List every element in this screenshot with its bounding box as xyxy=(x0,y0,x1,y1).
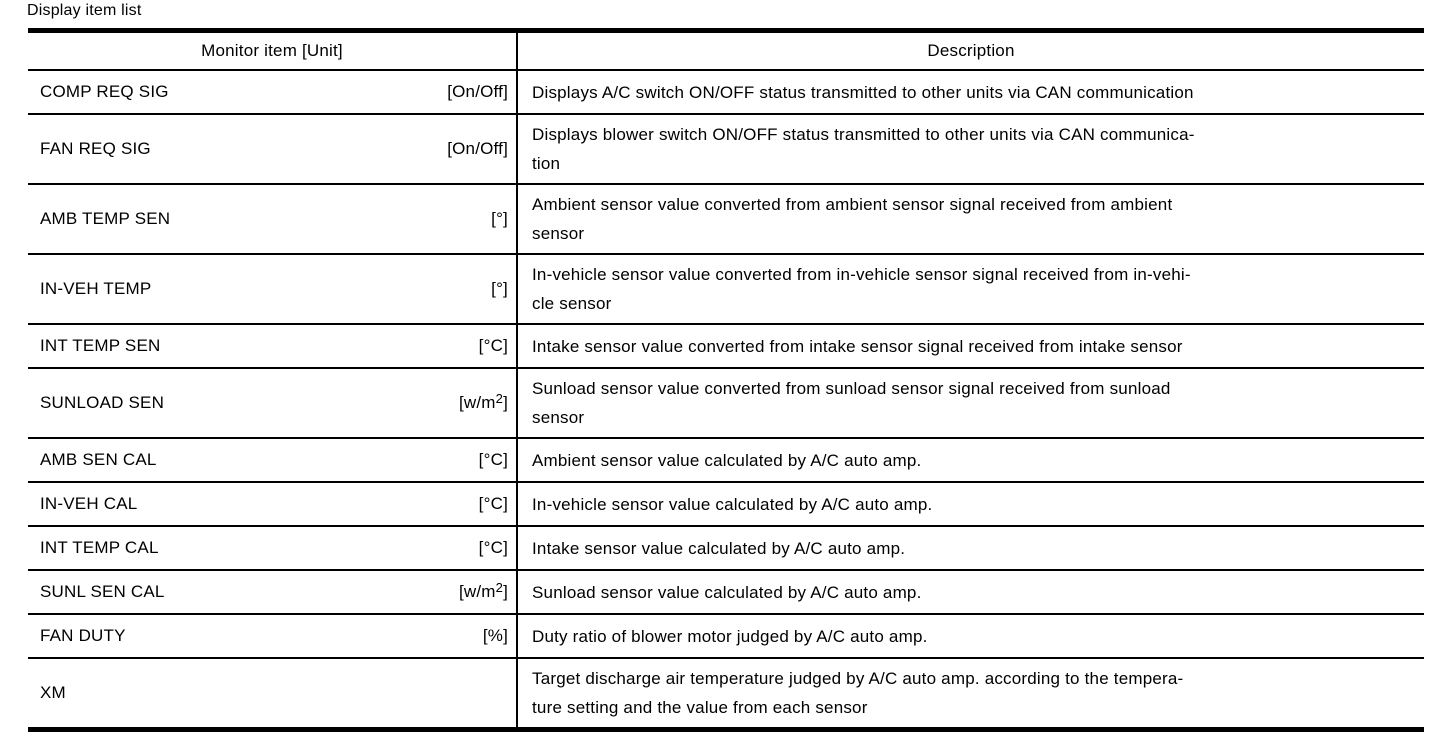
description-text: Duty ratio of blower motor judged by A/C… xyxy=(532,626,928,646)
unit-label: [%] xyxy=(482,626,508,645)
table-row: SUNLOAD SEN [w/m2] Sunload sensor value … xyxy=(28,367,1424,437)
unit-label: [On/Off] xyxy=(447,82,508,101)
monitor-item-label: SUNLOAD SEN xyxy=(40,393,165,412)
monitor-item-cell: AMB TEMP SEN [°] xyxy=(28,185,516,253)
description-cell: Displays A/C switch ON/OFF status transm… xyxy=(516,71,1424,113)
table-row: COMP REQ SIG [On/Off] Displays A/C switc… xyxy=(28,69,1424,113)
monitor-item-label: SUNL SEN CAL xyxy=(40,582,165,601)
monitor-item-label: IN-VEH CAL xyxy=(40,494,138,513)
monitor-item-cell: SUNL SEN CAL [w/m2] xyxy=(28,571,516,613)
monitor-item-cell: INT TEMP CAL [°C] xyxy=(28,527,516,569)
table-row: XM Target discharge air temperature judg… xyxy=(28,657,1424,727)
unit-label: [°] xyxy=(491,279,508,298)
table-header-row: Monitor item [Unit] Description xyxy=(28,33,1424,69)
description-text: Target discharge air temperature judged … xyxy=(532,669,1184,717)
description-cell: Intake sensor value calculated by A/C au… xyxy=(516,527,1424,569)
table-row: FAN REQ SIG [On/Off] Displays blower swi… xyxy=(28,113,1424,183)
monitor-item-cell: FAN REQ SIG [On/Off] xyxy=(28,115,516,183)
description-text: Intake sensor value converted from intak… xyxy=(532,336,1183,356)
description-cell: Sunload sensor value converted from sunl… xyxy=(516,369,1424,437)
monitor-item-label: AMB TEMP SEN xyxy=(40,209,171,228)
table-row: SUNL SEN CAL [w/m2] Sunload sensor value… xyxy=(28,569,1424,613)
column-header-description: Description xyxy=(516,33,1424,69)
description-text: In-vehicle sensor value calculated by A/… xyxy=(532,494,933,514)
description-text: Sunload sensor value converted from sunl… xyxy=(532,379,1171,427)
monitor-item-label: COMP REQ SIG xyxy=(40,82,169,101)
monitor-item-label: FAN REQ SIG xyxy=(40,139,151,158)
monitor-item-cell: IN-VEH TEMP [°] xyxy=(28,255,516,323)
table-row: INT TEMP CAL [°C] Intake sensor value ca… xyxy=(28,525,1424,569)
unit-label: [°C] xyxy=(478,538,508,557)
monitor-item-cell: AMB SEN CAL [°C] xyxy=(28,439,516,481)
description-cell: In-vehicle sensor value calculated by A/… xyxy=(516,483,1424,525)
description-cell: Ambient sensor value calculated by A/C a… xyxy=(516,439,1424,481)
description-cell: Intake sensor value converted from intak… xyxy=(516,325,1424,367)
monitor-item-label: INT TEMP SEN xyxy=(40,336,161,355)
table-row: AMB TEMP SEN [°] Ambient sensor value co… xyxy=(28,183,1424,253)
monitor-item-label: FAN DUTY xyxy=(40,626,126,645)
table-row: IN-VEH TEMP [°] In-vehicle sensor value … xyxy=(28,253,1424,323)
unit-label: [°C] xyxy=(478,494,508,513)
display-item-table: Monitor item [Unit] Description COMP REQ… xyxy=(28,28,1424,732)
unit-label: [°C] xyxy=(478,450,508,469)
monitor-item-cell: COMP REQ SIG [On/Off] xyxy=(28,71,516,113)
description-cell: Target discharge air temperature judged … xyxy=(516,659,1424,727)
monitor-item-cell: FAN DUTY [%] xyxy=(28,615,516,657)
description-text: In-vehicle sensor value converted from i… xyxy=(532,265,1191,313)
description-cell: Duty ratio of blower motor judged by A/C… xyxy=(516,615,1424,657)
unit-label: [On/Off] xyxy=(447,139,508,158)
description-cell: Ambient sensor value converted from ambi… xyxy=(516,185,1424,253)
unit-label: [w/m2] xyxy=(458,580,508,601)
description-text: Ambient sensor value calculated by A/C a… xyxy=(532,450,922,470)
table-row: AMB SEN CAL [°C] Ambient sensor value ca… xyxy=(28,437,1424,481)
table-body: COMP REQ SIG [On/Off] Displays A/C switc… xyxy=(28,69,1424,727)
description-cell: In-vehicle sensor value converted from i… xyxy=(516,255,1424,323)
table-row: FAN DUTY [%] Duty ratio of blower motor … xyxy=(28,613,1424,657)
column-header-monitor-item: Monitor item [Unit] xyxy=(201,41,343,60)
description-cell: Displays blower switch ON/OFF status tra… xyxy=(516,115,1424,183)
monitor-item-cell: XM xyxy=(28,659,516,727)
description-cell: Sunload sensor value calculated by A/C a… xyxy=(516,571,1424,613)
description-text: Ambient sensor value converted from ambi… xyxy=(532,195,1173,243)
description-text: Intake sensor value calculated by A/C au… xyxy=(532,538,906,558)
monitor-item-label: AMB SEN CAL xyxy=(40,450,157,469)
description-text: Sunload sensor value calculated by A/C a… xyxy=(532,582,922,602)
description-text: Displays blower switch ON/OFF status tra… xyxy=(532,125,1195,173)
unit-label: [°] xyxy=(491,209,508,228)
unit-label: [°C] xyxy=(478,336,508,355)
monitor-item-label: IN-VEH TEMP xyxy=(40,279,152,298)
page-title: Display item list xyxy=(27,2,142,19)
monitor-item-label: INT TEMP CAL xyxy=(40,538,159,557)
unit-label: [w/m2] xyxy=(458,391,508,412)
monitor-item-cell: INT TEMP SEN [°C] xyxy=(28,325,516,367)
monitor-item-cell: IN-VEH CAL [°C] xyxy=(28,483,516,525)
table-row: INT TEMP SEN [°C] Intake sensor value co… xyxy=(28,323,1424,367)
monitor-item-label: XM xyxy=(40,683,66,702)
description-text: Displays A/C switch ON/OFF status transm… xyxy=(532,82,1194,102)
monitor-item-cell: SUNLOAD SEN [w/m2] xyxy=(28,369,516,437)
table-row: IN-VEH CAL [°C] In-vehicle sensor value … xyxy=(28,481,1424,525)
